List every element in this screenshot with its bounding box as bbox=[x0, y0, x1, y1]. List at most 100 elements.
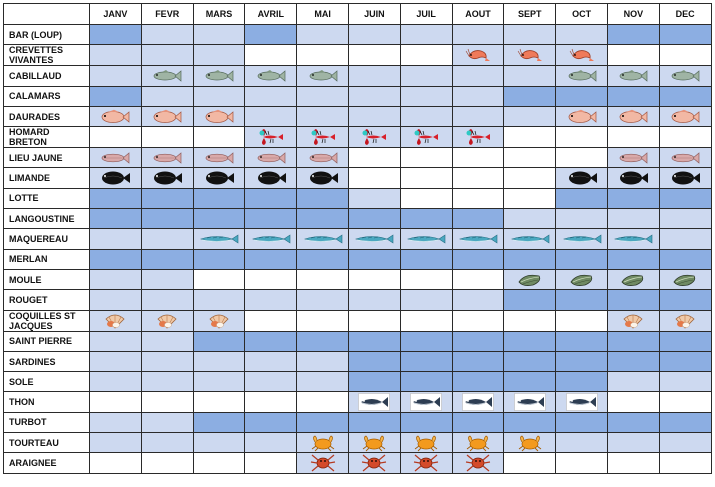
month-cell bbox=[296, 432, 349, 454]
species-name: CABILLAUD bbox=[3, 65, 90, 87]
month-cell bbox=[89, 452, 142, 475]
pollock-icon bbox=[618, 151, 648, 165]
month-cell bbox=[140, 208, 194, 230]
lobster-icon bbox=[361, 128, 387, 146]
month-cell bbox=[606, 411, 660, 434]
month-header: JUIL bbox=[399, 3, 453, 25]
month-header: MAI bbox=[296, 3, 349, 25]
species-name: SAINT PIERRE bbox=[3, 330, 90, 352]
table-row: CABILLAUD bbox=[3, 65, 712, 87]
month-cell bbox=[555, 411, 608, 434]
species-name: LIEU JAUNE bbox=[3, 147, 90, 169]
table-row: SOLE bbox=[3, 371, 712, 393]
month-cell bbox=[244, 391, 298, 413]
month-cell bbox=[89, 289, 142, 311]
spider-crab-icon bbox=[361, 454, 387, 473]
month-cell bbox=[451, 432, 505, 454]
month-cell bbox=[555, 105, 608, 128]
month-cell bbox=[347, 44, 401, 67]
month-cell bbox=[140, 411, 194, 434]
month-cell bbox=[658, 289, 712, 311]
mackerel-icon bbox=[458, 234, 498, 244]
month-cell bbox=[658, 330, 712, 352]
month-header: JANV bbox=[89, 3, 142, 25]
mackerel-icon bbox=[510, 234, 550, 244]
cod-icon bbox=[308, 69, 338, 83]
month-cell bbox=[658, 391, 712, 413]
month-cell bbox=[296, 411, 349, 434]
month-cell bbox=[451, 268, 505, 291]
scallop-icon bbox=[673, 312, 697, 330]
month-cell bbox=[89, 23, 142, 46]
month-cell bbox=[244, 208, 298, 230]
month-cell bbox=[555, 289, 608, 311]
month-cell bbox=[606, 23, 660, 46]
month-cell bbox=[89, 371, 142, 393]
month-cell bbox=[296, 268, 349, 291]
month-cell bbox=[555, 85, 608, 107]
month-cell bbox=[503, 65, 557, 87]
month-cell bbox=[555, 126, 608, 149]
mussel-icon bbox=[569, 272, 595, 288]
month-cell bbox=[140, 452, 194, 475]
month-cell bbox=[296, 289, 349, 311]
month-cell bbox=[658, 147, 712, 169]
table-row: LOTTE bbox=[3, 187, 712, 210]
month-cell bbox=[347, 85, 401, 107]
month-cell bbox=[555, 167, 608, 189]
month-cell bbox=[606, 452, 660, 475]
month-cell bbox=[244, 371, 298, 393]
month-cell bbox=[347, 391, 401, 413]
month-cell bbox=[347, 411, 401, 434]
brown-crab-icon bbox=[518, 434, 542, 452]
month-cell bbox=[296, 248, 349, 270]
month-cell bbox=[503, 228, 557, 250]
month-cell bbox=[606, 85, 660, 107]
month-cell bbox=[140, 248, 194, 270]
species-name: HOMARD BRETON bbox=[3, 126, 90, 149]
month-cell bbox=[89, 187, 142, 210]
table-row: LIEU JAUNE bbox=[3, 147, 712, 169]
month-cell bbox=[244, 167, 298, 189]
month-header: JUIN bbox=[347, 3, 401, 25]
month-cell bbox=[555, 371, 608, 393]
month-cell bbox=[399, 126, 453, 149]
species-name: ARAIGNEE bbox=[3, 452, 90, 475]
table-row: MAQUEREAU bbox=[3, 228, 712, 250]
month-cell bbox=[503, 105, 557, 128]
tuna-icon bbox=[565, 393, 598, 411]
month-cell bbox=[658, 65, 712, 87]
month-cell bbox=[555, 330, 608, 352]
month-cell bbox=[606, 105, 660, 128]
month-cell bbox=[192, 268, 246, 291]
month-cell bbox=[244, 147, 298, 169]
species-name: MERLAN bbox=[3, 248, 90, 270]
month-cell bbox=[399, 452, 453, 475]
shrimp-icon bbox=[569, 47, 595, 63]
table-row: CALAMARS bbox=[3, 85, 712, 107]
month-cell bbox=[89, 411, 142, 434]
month-cell bbox=[140, 268, 194, 291]
spider-crab-icon bbox=[465, 454, 491, 473]
month-cell bbox=[296, 371, 349, 393]
flatfish-icon bbox=[669, 170, 701, 186]
flatfish-icon bbox=[203, 170, 235, 186]
month-cell bbox=[503, 248, 557, 270]
month-cell bbox=[451, 330, 505, 352]
species-name: ROUGET bbox=[3, 289, 90, 311]
month-cell bbox=[451, 371, 505, 393]
table-body: BAR (LOUP) CREVETTES VIVANTES CABILLAUD CAL… bbox=[3, 23, 712, 475]
month-cell bbox=[140, 23, 194, 46]
table-row: MERLAN bbox=[3, 248, 712, 270]
scallop-icon bbox=[103, 312, 127, 330]
month-cell bbox=[347, 330, 401, 352]
table-row: COQUILLES ST JACQUES bbox=[3, 309, 712, 332]
month-cell bbox=[555, 65, 608, 87]
month-cell bbox=[503, 268, 557, 291]
month-header: AOUT bbox=[451, 3, 505, 25]
month-cell bbox=[399, 391, 453, 413]
month-cell bbox=[399, 371, 453, 393]
month-cell bbox=[606, 248, 660, 270]
month-cell bbox=[244, 268, 298, 291]
month-cell bbox=[606, 391, 660, 413]
